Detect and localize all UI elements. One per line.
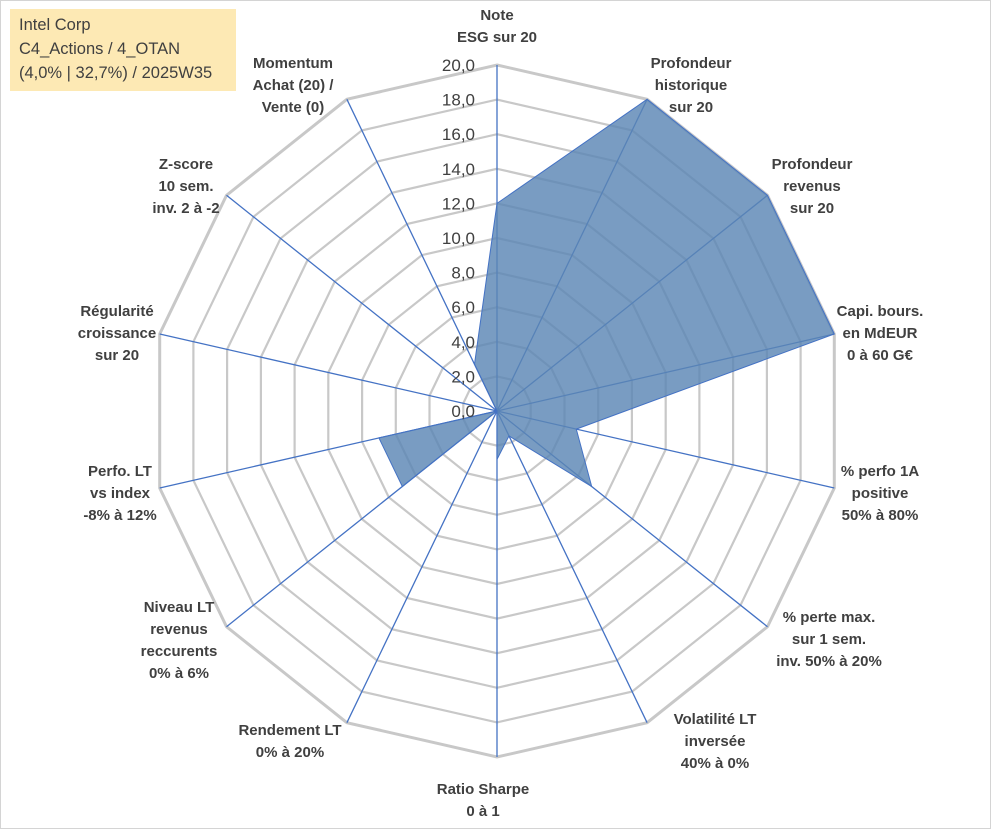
tick-label: 8,0 — [451, 264, 475, 283]
axis-label-line: Perfo. LT — [88, 463, 152, 480]
axis-spoke — [159, 333, 498, 412]
axis-label-line: inversée — [685, 733, 746, 750]
axis-label-line: positive — [852, 485, 909, 502]
tick-label: 4,0 — [451, 333, 475, 352]
tick-label: 14,0 — [442, 160, 475, 179]
tick-label: 2,0 — [451, 367, 475, 386]
weights-and-week: (4,0% | 32,7%) / 2025W35 — [19, 64, 213, 82]
company-name: Intel Corp — [19, 16, 91, 34]
axis-label-line: Ratio Sharpe — [437, 781, 530, 798]
axis-label: Volatilité LT inversée 40% à 0% — [674, 711, 757, 772]
axis-spoke — [346, 99, 498, 412]
axis-label-line: 0 à 60 G€ — [847, 347, 914, 364]
axis-label: Profondeur historique sur 20 — [651, 55, 732, 116]
series-area — [378, 98, 835, 488]
axis-label-line: reccurents — [141, 643, 218, 660]
tick-label: 20,0 — [442, 56, 475, 75]
axis-label-line: Volatilité LT — [674, 711, 757, 728]
axis-label: Rendement LT 0% à 20% — [238, 722, 341, 761]
axis-label-line: revenus — [150, 621, 208, 638]
axis-label: % perte max. sur 1 sem. inv. 50% à 20% — [776, 609, 882, 670]
axis-labels: Note ESG sur 20 Profondeur historique sur 20… — [78, 7, 924, 820]
axis-label-line: Momentum — [253, 55, 333, 72]
tick-label: 10,0 — [442, 229, 475, 248]
axis-label-line: -8% à 12% — [83, 507, 156, 524]
axis-label: Perfo. LT vs index -8% à 12% — [83, 463, 156, 524]
axis-label-line: Note — [480, 7, 513, 24]
axis-label-line: 0% à 6% — [149, 665, 209, 682]
axis-label-line: inv. 2 à -2 — [152, 200, 219, 217]
axis-label: Note ESG sur 20 — [457, 7, 537, 46]
axis-label-line: Achat (20) / — [253, 77, 335, 94]
tick-label: 0,0 — [451, 402, 475, 421]
axis-label: Momentum Achat (20) / Vente (0) — [253, 55, 335, 116]
axis-label: Capi. bours. en MdEUR 0 à 60 G€ — [837, 303, 924, 364]
tick-label: 12,0 — [442, 194, 475, 213]
tick-label: 16,0 — [442, 125, 475, 144]
axis-label-line: Niveau LT — [144, 599, 215, 616]
axis-spoke — [346, 410, 498, 723]
axis-label-line: Régularité — [80, 303, 153, 320]
axis-label-line: Vente (0) — [262, 99, 325, 116]
tick-label: 6,0 — [451, 298, 475, 317]
axis-label-line: croissance — [78, 325, 156, 342]
axis-label-line: 0 à 1 — [466, 803, 499, 820]
axis-label-line: Profondeur — [651, 55, 732, 72]
axis-label-line: sur 20 — [669, 99, 713, 116]
axis-label-line: Capi. bours. — [837, 303, 924, 320]
axis-label-line: inv. 50% à 20% — [776, 653, 882, 670]
axis-label-line: 40% à 0% — [681, 755, 749, 772]
axis-label-line: 10 sem. — [158, 178, 213, 195]
axis-label: Régularité croissance sur 20 — [78, 303, 156, 364]
radar-series — [378, 98, 835, 488]
axis-label: Niveau LT revenus reccurents 0% à 6% — [141, 599, 218, 682]
info-box: Intel Corp C4_Actions / 4_OTAN (4,0% | 3… — [10, 9, 236, 91]
axis-label-line: Z-score — [159, 156, 213, 173]
axis-label-line: % perte max. — [783, 609, 876, 626]
axis-label-line: 0% à 20% — [256, 744, 324, 761]
axis-label-line: revenus — [783, 178, 841, 195]
axis-label: Profondeur revenus sur 20 — [772, 156, 853, 217]
axis-spoke — [496, 410, 648, 723]
axis-label-line: sur 20 — [95, 347, 139, 364]
axis-label-line: ESG sur 20 — [457, 29, 537, 46]
axis-label-line: % perfo 1A — [841, 463, 920, 480]
axis-label-line: en MdEUR — [843, 325, 918, 342]
axis-label-line: sur 20 — [790, 200, 834, 217]
axis-label-line: 50% à 80% — [842, 507, 919, 524]
axis-label-line: historique — [655, 77, 728, 94]
axis-label-line: Rendement LT — [238, 722, 341, 739]
axis-label: Z-score 10 sem. inv. 2 à -2 — [152, 156, 219, 217]
axis-label: % perfo 1A positive 50% à 80% — [841, 463, 920, 524]
radial-tick-labels: 0,0 2,0 4,0 6,0 8,0 10,0 12,0 14,0 16,0 18,0 20,0 — [442, 56, 475, 421]
axis-spoke — [226, 194, 498, 412]
axis-label-line: sur 1 sem. — [792, 631, 866, 648]
axis-label: Ratio Sharpe 0 à 1 — [437, 781, 530, 820]
axis-label-line: Profondeur — [772, 156, 853, 173]
axis-label-line: vs index — [90, 485, 151, 502]
tick-label: 18,0 — [442, 91, 475, 110]
portfolio-category: C4_Actions / 4_OTAN — [19, 40, 181, 58]
